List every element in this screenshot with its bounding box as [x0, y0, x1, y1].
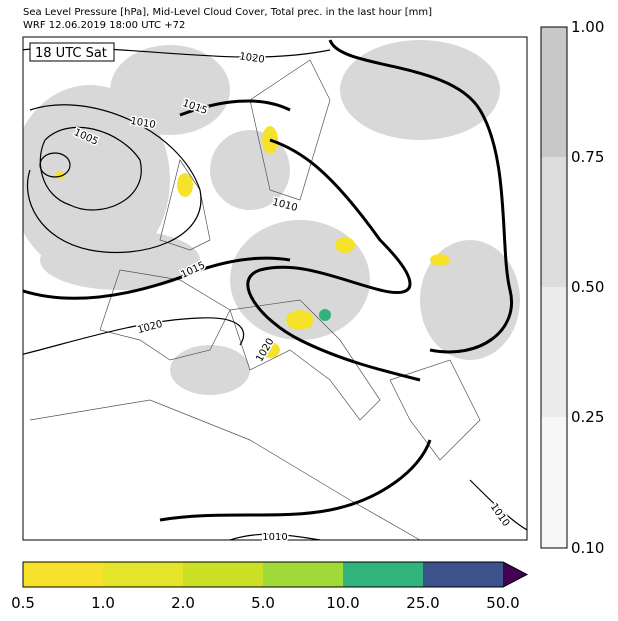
title-line: WRF 12.06.2019 18:00 UTC +72: [23, 20, 185, 31]
isobars: [23, 39, 527, 540]
colorbar-segment: [423, 562, 503, 587]
colorbar-segment: [541, 287, 567, 417]
cloud-colorbar: 1.00 0.75 0.50 0.25 0.10: [540, 18, 604, 557]
colorbar-tick-label: 0.75: [571, 148, 604, 166]
colorbar-tick-label: 5.0: [251, 594, 275, 612]
colorbar-tick-label: 1.00: [571, 18, 604, 36]
colorbar-segment: [541, 27, 567, 157]
colorbar-tick-label: 1.0: [91, 594, 115, 612]
colorbar-segment: [541, 417, 567, 548]
colorbar-tick-label: 2.0: [171, 594, 195, 612]
colorbar-segment: [263, 562, 343, 587]
contour-label: 1010: [262, 532, 287, 543]
colorbar-tick-label: 10.0: [326, 594, 359, 612]
colorbar-frame: [540, 26, 568, 549]
contour-label: 1020: [239, 51, 266, 65]
colorbar-extension: [503, 562, 527, 587]
colorbar-tick-label: 25.0: [406, 594, 439, 612]
colorbar-segment: [541, 157, 567, 287]
time-label: 18 UTC Sat: [35, 46, 107, 61]
colorbar-tick-label: 0.50: [571, 278, 604, 296]
coastlines: [29, 59, 481, 540]
precip-colorbar: 0.5 1.0 2.0 5.0 10.0 25.0 50.0: [11, 561, 529, 612]
colorbar-tick-label: 0.10: [571, 539, 604, 557]
colorbar-tick-label: 50.0: [486, 594, 519, 612]
colorbar-segment: [183, 562, 263, 587]
colorbar-tick-label: 0.5: [11, 594, 35, 612]
colorbar-segment: [103, 562, 183, 587]
colorbar-segment: [23, 562, 103, 587]
colorbar-frame: [22, 561, 529, 588]
precip: [319, 309, 331, 321]
map: 18 UTC Sat 10201015101010051010101510201…: [22, 36, 528, 545]
colorbar-segment: [343, 562, 423, 587]
title-line: Sea Level Pressure [hPa], Mid-Level Clou…: [23, 7, 432, 18]
colorbar-tick-label: 0.25: [571, 408, 604, 426]
